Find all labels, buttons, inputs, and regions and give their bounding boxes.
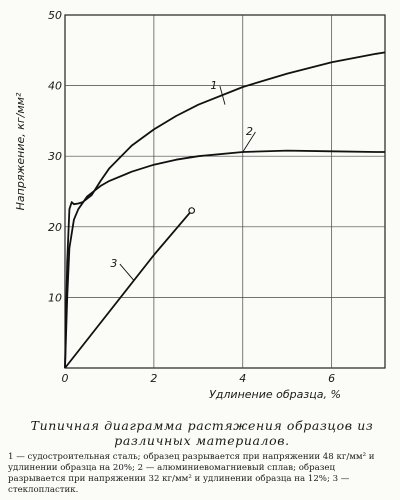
x-tick-label: 6 [328, 372, 335, 385]
x-tick-label: 2 [150, 372, 157, 385]
x-tick-label: 0 [62, 372, 69, 385]
y-tick-label: 20 [48, 221, 62, 234]
series-line-2 [64, 149, 385, 369]
series-line-3 [64, 210, 193, 369]
y-tick-label: 10 [48, 291, 62, 304]
y-tick-label: 40 [48, 80, 62, 93]
caption-text: 1 — судостроительная сталь; образец разр… [8, 452, 375, 495]
series-label-3: 3 [110, 257, 117, 270]
tensile-chart: 10 20 30 40 50 0 2 4 6 Удлинение образца, % Напряж… [14, 9, 386, 401]
x-axis-label: Удлинение образца, % [209, 388, 341, 401]
plot-frame [64, 14, 386, 369]
series-label-1: 1 [210, 79, 217, 92]
series-label-leader [242, 131, 256, 153]
caption-title: Типичная диаграмма растяжения образцов и… [30, 418, 374, 448]
series-label-leader [219, 86, 226, 105]
y-axis-label: Напряжение, кг/мм² [14, 92, 27, 210]
series-label-leader [119, 263, 135, 281]
y-tick-label: 50 [48, 9, 62, 22]
x-tick-label: 4 [239, 372, 246, 385]
series-3-break-point [188, 207, 196, 214]
series-label-2: 2 [246, 125, 253, 138]
series-line-1 [64, 51, 386, 369]
y-tick-label: 30 [48, 150, 62, 163]
